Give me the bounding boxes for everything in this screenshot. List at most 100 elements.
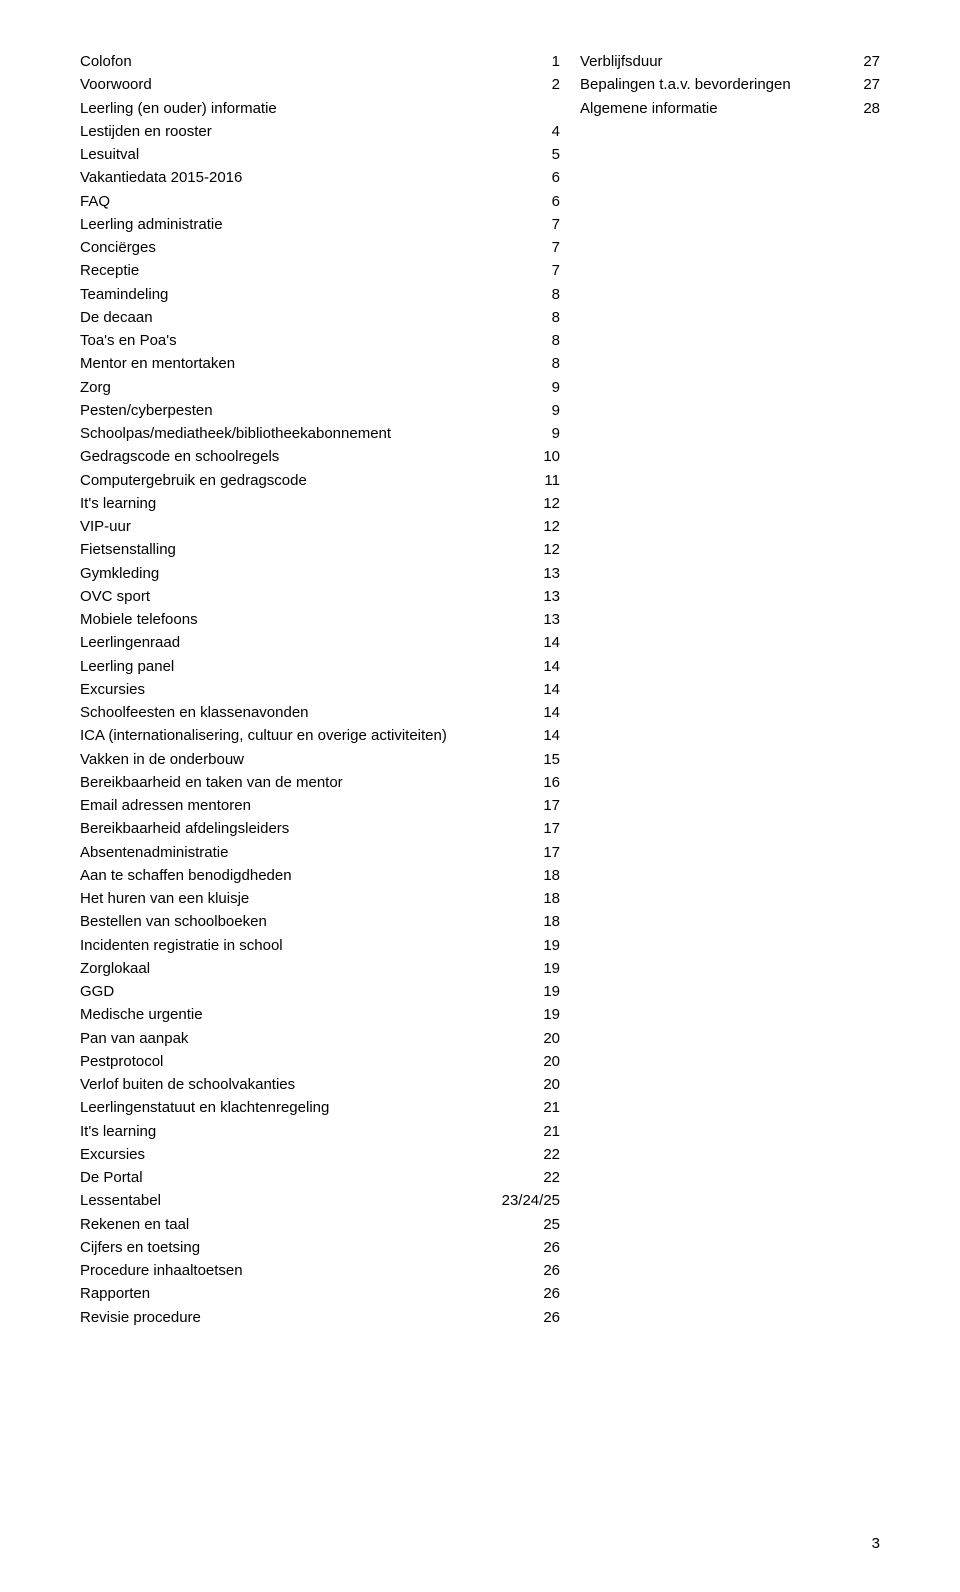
toc-page: 14: [543, 724, 560, 747]
toc-page: 1: [552, 50, 560, 73]
toc-row: Email adressen mentoren17: [80, 794, 560, 817]
toc-row: Schoolfeesten en klassenavonden14: [80, 701, 560, 724]
toc-page: 26: [543, 1236, 560, 1259]
toc-page: 27: [863, 73, 880, 96]
toc-label: It's learning: [80, 492, 156, 515]
toc-label: Het huren van een kluisje: [80, 887, 249, 910]
toc-row: Rapporten26: [80, 1282, 560, 1305]
toc-page: 14: [543, 678, 560, 701]
toc-label: Zorg: [80, 376, 111, 399]
toc-label: Leerling administratie: [80, 213, 223, 236]
toc-label: Algemene informatie: [580, 97, 718, 120]
toc-label: De Portal: [80, 1166, 143, 1189]
toc-label: Procedure inhaaltoetsen: [80, 1259, 243, 1282]
toc-row: Teamindeling8: [80, 283, 560, 306]
toc-row: Leerlingenraad14: [80, 631, 560, 654]
toc-row: Excursies 22: [80, 1143, 560, 1166]
toc-page: 13: [543, 608, 560, 631]
toc-row: Schoolpas/mediatheek/bibliotheekabonneme…: [80, 422, 560, 445]
toc-label: FAQ: [80, 190, 110, 213]
toc-label: Excursies: [80, 1143, 145, 1166]
document-page: Colofon1Voorwoord 2Leerling (en ouder) in…: [0, 0, 960, 1592]
toc-row: Het huren van een kluisje18: [80, 887, 560, 910]
toc-row: Leerling administratie 7: [80, 213, 560, 236]
toc-page: 2: [552, 73, 560, 96]
toc-row: Pestprotocol 20: [80, 1050, 560, 1073]
toc-page: 26: [543, 1259, 560, 1282]
toc-page: 10: [543, 445, 560, 468]
toc-label: Medische urgentie: [80, 1003, 203, 1026]
toc-page: 4: [552, 120, 560, 143]
toc-label: Conciërges: [80, 236, 156, 259]
toc-label: Computergebruik en gedragscode: [80, 469, 307, 492]
toc-row: Pesten/cyberpesten9: [80, 399, 560, 422]
toc-row: ICA (internationalisering, cultuur en ov…: [80, 724, 560, 747]
toc-row: Rekenen en taal25: [80, 1213, 560, 1236]
toc-row: FAQ6: [80, 190, 560, 213]
toc-page: 20: [543, 1073, 560, 1096]
toc-page: 27: [863, 50, 880, 73]
toc-row: Toa's en Poa's8: [80, 329, 560, 352]
toc-row: Revisie procedure26: [80, 1306, 560, 1329]
toc-row: OVC sport13: [80, 585, 560, 608]
toc-label: Zorglokaal: [80, 957, 150, 980]
toc-page: 14: [543, 655, 560, 678]
toc-row: Procedure inhaaltoetsen 26: [80, 1259, 560, 1282]
toc-label: Verlof buiten de schoolvakanties: [80, 1073, 295, 1096]
toc-row: Mobiele telefoons13: [80, 608, 560, 631]
toc-label: Gymkleding: [80, 562, 159, 585]
toc-page: 13: [543, 585, 560, 608]
toc-row: Gymkleding13: [80, 562, 560, 585]
toc-label: Schoolpas/mediatheek/bibliotheekabonneme…: [80, 422, 391, 445]
toc-page: 7: [552, 213, 560, 236]
toc-label: Pestprotocol: [80, 1050, 163, 1073]
toc-page: 19: [543, 934, 560, 957]
toc-page: 9: [552, 399, 560, 422]
toc-row: Vakantiedata 2015-20166: [80, 166, 560, 189]
toc-page: 16: [543, 771, 560, 794]
toc-page: 22: [543, 1143, 560, 1166]
toc-row: Leerling (en ouder) informatie: [80, 97, 560, 120]
toc-label: Mentor en mentortaken: [80, 352, 235, 375]
toc-label: Bepalingen t.a.v. bevorderingen: [580, 73, 791, 96]
toc-label: Vakken in de onderbouw: [80, 748, 244, 771]
toc-label: Verblijfsduur: [580, 50, 663, 73]
toc-row: Computergebruik en gedragscode 11: [80, 469, 560, 492]
toc-page: 21: [543, 1096, 560, 1119]
toc-row: Leerlingenstatuut en klachtenregeling 21: [80, 1096, 560, 1119]
toc-row: Colofon1: [80, 50, 560, 73]
toc-label: Voorwoord: [80, 73, 152, 96]
toc-page: 11: [544, 469, 560, 492]
toc-row: It's learning21: [80, 1120, 560, 1143]
toc-row: VIP-uur12: [80, 515, 560, 538]
toc-label: Excursies: [80, 678, 145, 701]
toc-page: 21: [543, 1120, 560, 1143]
toc-label: Cijfers en toetsing: [80, 1236, 200, 1259]
toc-page: 17: [543, 841, 560, 864]
toc-row: GGD19: [80, 980, 560, 1003]
toc-page: 26: [543, 1306, 560, 1329]
toc-row: Zorglokaal19: [80, 957, 560, 980]
toc-label: Lestijden en rooster: [80, 120, 212, 143]
toc-row: Verlof buiten de schoolvakanties 20: [80, 1073, 560, 1096]
toc-label: Aan te schaffen benodigdheden: [80, 864, 292, 887]
toc-page: 18: [543, 864, 560, 887]
toc-page: 8: [552, 306, 560, 329]
toc-label: VIP-uur: [80, 515, 131, 538]
toc-label: Bestellen van schoolboeken: [80, 910, 267, 933]
toc-label: Gedragscode en schoolregels: [80, 445, 279, 468]
toc-page: 8: [552, 352, 560, 375]
toc-label: Fietsenstalling: [80, 538, 176, 561]
toc-row: Mentor en mentortaken 8: [80, 352, 560, 375]
toc-page: 19: [543, 980, 560, 1003]
toc-row: Bestellen van schoolboeken18: [80, 910, 560, 933]
toc-page: 23/24/25: [502, 1189, 560, 1212]
toc-page: 17: [543, 794, 560, 817]
toc-column-right: Verblijfsduur 27 Bepalingen t.a.v. bevorde…: [580, 50, 880, 120]
toc-row: Vakken in de onderbouw15: [80, 748, 560, 771]
toc-page: 8: [552, 329, 560, 352]
toc-page: 20: [543, 1050, 560, 1073]
toc-label: Leerlingenstatuut en klachtenregeling: [80, 1096, 329, 1119]
toc-page: 28: [863, 97, 880, 120]
toc-label: Leerlingenraad: [80, 631, 180, 654]
